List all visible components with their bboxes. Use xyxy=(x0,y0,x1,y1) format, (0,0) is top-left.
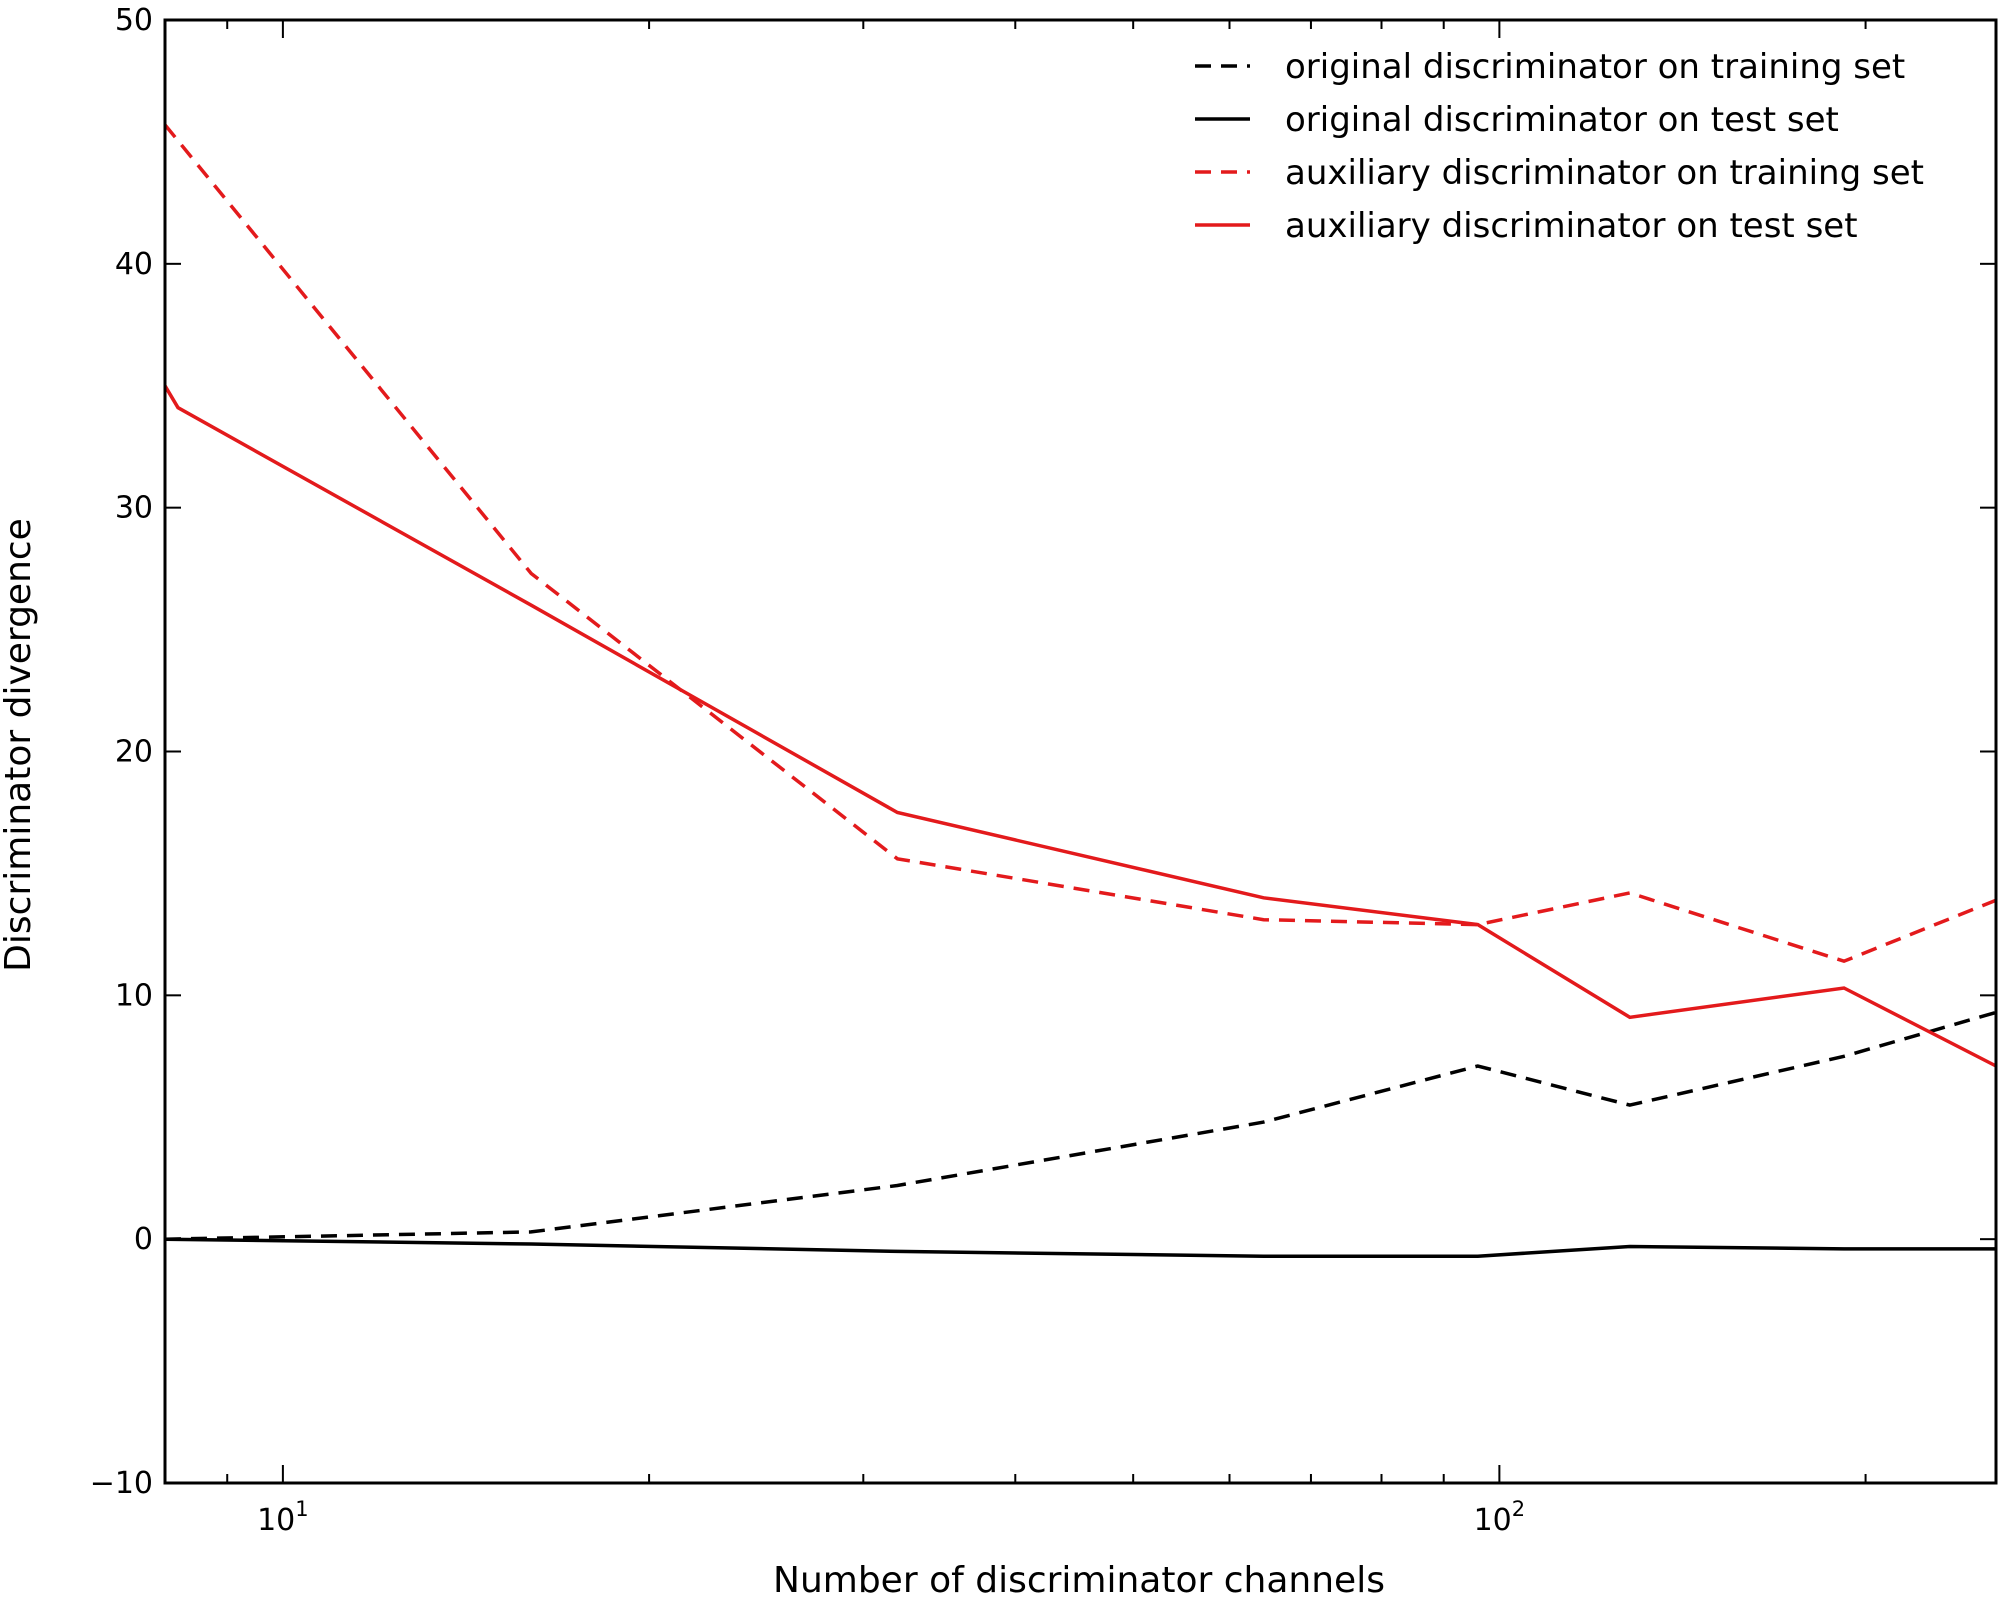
legend-label: original discriminator on training set xyxy=(1285,47,1905,87)
legend: original discriminator on training set or… xyxy=(1195,47,1924,246)
x-tick-label: 101 xyxy=(257,1497,309,1538)
y-tick-label: 0 xyxy=(134,1222,153,1257)
y-axis-label: Discriminator divergence xyxy=(0,518,39,972)
series-line-auxiliary-discriminator-on-training-set xyxy=(163,123,1997,964)
series-line-original-discriminator-on-test-set xyxy=(164,1237,1996,1258)
plot-lines xyxy=(163,123,1997,1258)
x-axis-label: Number of discriminator channels xyxy=(773,1560,1385,1601)
y-tick-label: 20 xyxy=(115,735,153,770)
x-tick-label: 102 xyxy=(1474,1497,1526,1538)
series-line-original-discriminator-on-training-set xyxy=(164,1010,1997,1241)
y-tick-label: 30 xyxy=(115,491,153,526)
axes: −10 0 10 20 30 40 50 101 102 xyxy=(90,3,1998,1538)
legend-label: auxiliary discriminator on test set xyxy=(1285,206,1858,246)
y-tick-label: 40 xyxy=(115,247,153,282)
y-tick-label: 10 xyxy=(115,978,153,1013)
y-tick-label: −10 xyxy=(90,1466,153,1501)
series-line-auxiliary-discriminator-on-test-set xyxy=(163,384,1997,1068)
legend-label: original discriminator on test set xyxy=(1285,100,1839,140)
y-tick-label: 50 xyxy=(115,3,153,38)
legend-label: auxiliary discriminator on training set xyxy=(1285,153,1924,193)
